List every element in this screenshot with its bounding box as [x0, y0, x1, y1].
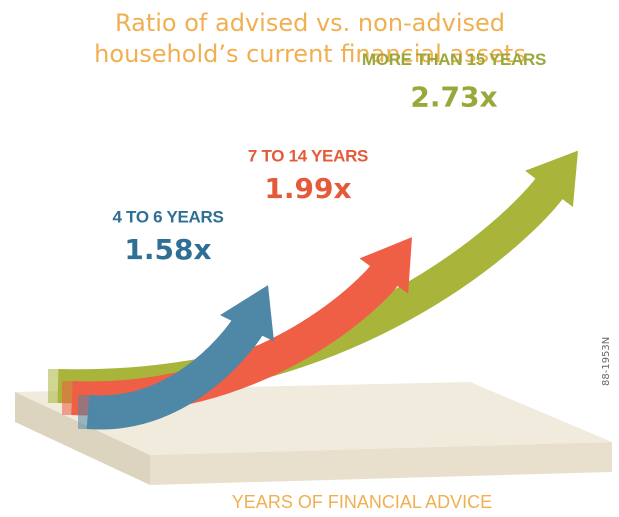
chart-title: Ratio of advised vs. non-advised: [115, 9, 505, 37]
value-label: 1.99x: [264, 172, 351, 205]
arrow-end: [62, 381, 74, 415]
category-label: 7 TO 14 YEARS: [248, 147, 368, 166]
category-label: 4 TO 6 YEARS: [112, 208, 223, 227]
arrow-end: [78, 395, 90, 429]
arrow-end: [48, 369, 60, 403]
annotation: 88-1953N: [601, 337, 612, 386]
value-label: 2.73x: [410, 81, 497, 114]
value-label: 1.58x: [124, 233, 211, 266]
category-label: MORE THAN 15 YEARS: [362, 50, 546, 69]
chart: Ratio of advised vs. non-advised househo…: [0, 0, 619, 517]
x-axis-label: YEARS OF FINANCIAL ADVICE: [232, 492, 492, 512]
